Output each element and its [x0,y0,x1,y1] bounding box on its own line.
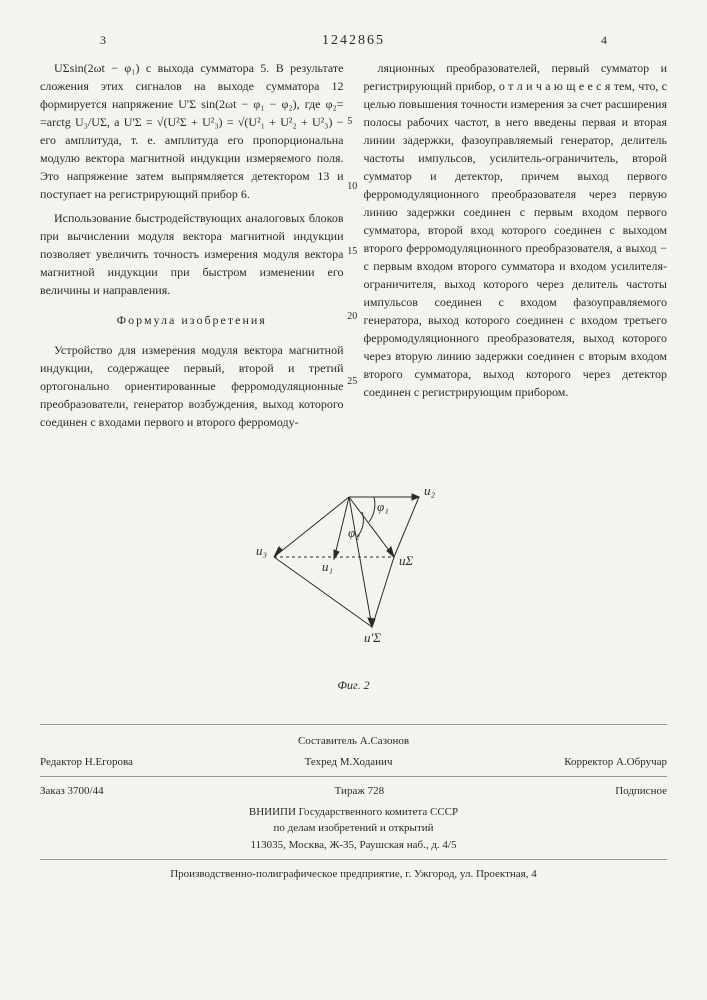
patent-number: 1242865 [40,30,667,51]
paragraph: ляционных преобразователей, первый сумма… [364,59,668,401]
paragraph: Устройство для измерения модуля вектора … [40,341,344,431]
order: Заказ 3700/44 [40,783,104,800]
label-phi2: φ₂ [348,525,360,540]
org-line1: ВНИИПИ Государственного комитета СССР [40,804,667,821]
text-columns: 3 4 5 10 15 20 25 UΣsin(2ωt − φ₁) с выхо… [40,59,667,437]
line-num: 20 [347,309,357,324]
line-numbers: 5 10 15 20 25 [347,59,357,389]
address: 113035, Москва, Ж-35, Раушская наб., д. … [40,837,667,854]
line-num: 25 [347,374,357,389]
page-number-right: 4 [601,31,607,49]
techred: Техред М.Ходанич [305,754,393,771]
label-u3: u₃ [256,543,267,558]
org-line2: по делам изобретений и открытий [40,820,667,837]
line-num: 15 [347,244,357,259]
label-usigma2: u'Σ [364,630,381,645]
line-num: 10 [347,179,357,194]
subscription: Подписное [615,783,667,800]
tirage: Тираж 728 [335,783,385,800]
compiler: Составитель А.Сазонов [40,733,667,750]
printer: Производственно-полиграфическое предприя… [40,866,667,883]
corrector: Корректор А.Обручар [564,754,667,771]
editor: Редактор Н.Егорова [40,754,133,771]
vector-diagram: u₂ uΣ u₃ u₁ u'Σ φ₁ φ₂ [244,467,464,667]
page-number-left: 3 [100,31,106,49]
footer: Составитель А.Сазонов Редактор Н.Егорова… [40,724,667,883]
figure-2: u₂ uΣ u₃ u₁ u'Σ φ₁ φ₂ Фиг. 2 [40,467,667,694]
label-usigma: uΣ [399,553,414,568]
column-right: ляционных преобразователей, первый сумма… [364,59,668,437]
label-phi1: φ₁ [377,499,389,514]
label-u1: u₁ [322,559,333,574]
paragraph: UΣsin(2ωt − φ₁) с выхода сумматора 5. В … [40,59,344,203]
formula-title: Формула изобретения [40,311,344,329]
label-u2: u₂ [424,483,436,498]
line-num: 5 [347,114,357,129]
figure-caption: Фиг. 2 [40,676,667,694]
column-left: UΣsin(2ωt − φ₁) с выхода сумматора 5. В … [40,59,344,437]
paragraph: Использование быстродействующих аналогов… [40,209,344,299]
